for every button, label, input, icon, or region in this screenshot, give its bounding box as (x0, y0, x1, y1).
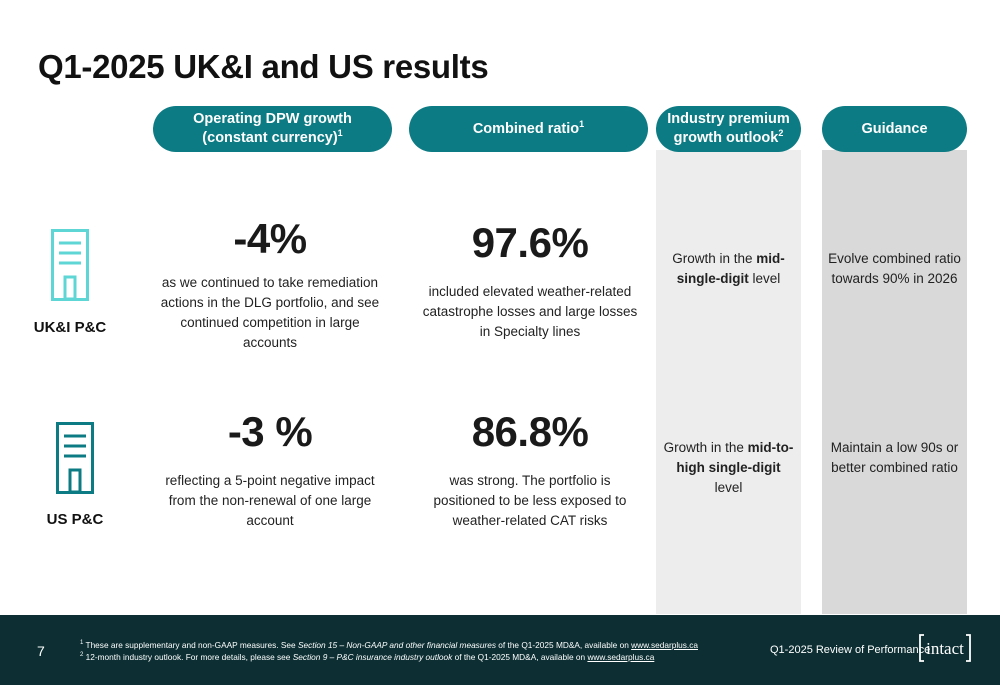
us-industry-outlook: Growth in the mid-to-high single-digit l… (662, 438, 795, 498)
footnote-1-italic: Section 15 – Non-GAAP and other financia… (297, 640, 496, 650)
uki-dpw-value: -4% (233, 215, 307, 262)
uki-industry-outlook: Growth in the mid-single-digit level (662, 249, 795, 289)
us-combined-ratio-value: 86.8% (471, 408, 589, 455)
us-ind-post: level (714, 480, 743, 495)
us-combined-ratio-description: was strong. The portfolio is positioned … (433, 473, 627, 528)
footnote-2-post: of the Q1-2025 MD&A, available on (452, 652, 588, 662)
us-dpw-value: -3 % (227, 408, 313, 455)
sedarplus-link[interactable]: www.sedarplus.ca (587, 652, 655, 662)
header-guidance: Guidance (822, 106, 967, 152)
header-ind-line2: growth outlook (673, 130, 779, 146)
header-dpw-line1: Operating DPW growth (193, 111, 352, 127)
header-guidance-label: Guidance (861, 120, 928, 137)
footnote-1: 1 These are supplementary and non-GAAP m… (80, 639, 698, 651)
header-dpw-footnote-mark: 1 (337, 128, 343, 139)
us-ind-pre: Growth in the (663, 440, 748, 455)
header-operating-dpw-growth: Operating DPW growth (constant currency)1 (153, 106, 392, 152)
intact-logo: intact (919, 634, 971, 662)
building-icon (51, 229, 89, 301)
industry-column-bg (656, 150, 801, 614)
footnote-2-mark: 2 (80, 652, 84, 659)
footnote-2-pre: 12-month industry outlook. For more deta… (83, 652, 293, 662)
header-cr-footnote-mark: 1 (579, 118, 585, 129)
footnote-1-mark: 1 (80, 640, 84, 647)
footer: 7 1 These are supplementary and non-GAAP… (0, 615, 1000, 685)
uki-combined-ratio-description: included elevated weather-related catast… (422, 284, 638, 339)
sedarplus-link[interactable]: www.sedarplus.ca (631, 640, 698, 650)
header-combined-ratio: Combined ratio1 (409, 106, 648, 152)
uki-guidance: Evolve combined ratio towards 90% in 202… (828, 251, 961, 286)
guidance-column-bg (822, 150, 967, 614)
uki-ind-pre: Growth in the (672, 251, 757, 266)
header-industry-premium: Industry premium growth outlook2 (656, 106, 801, 152)
intact-logo-text: intact (926, 639, 964, 658)
header-ind-footnote-mark: 2 (778, 128, 784, 139)
segment-label-us: US P&C (46, 511, 104, 528)
uki-ind-post: level (748, 271, 781, 286)
us-dpw-description: reflecting a 5-point negative impact fro… (165, 473, 375, 528)
us-ind-bold: mid-to-high single-digit (676, 440, 794, 475)
building-icon (56, 422, 94, 494)
uki-dpw-description: as we continued to take remediation acti… (160, 275, 380, 350)
footnote-2: 2 12-month industry outlook. For more de… (80, 651, 698, 663)
header-ind-line1: Industry premium (667, 111, 790, 127)
uki-ind-bold: mid-single-digit (676, 251, 785, 286)
uki-combined-ratio-value: 97.6% (471, 219, 589, 266)
header-cr-label: Combined ratio (472, 120, 580, 137)
footnote-2-italic: Section 9 – P&C insurance industry outlo… (292, 652, 453, 662)
footnotes: 1 These are supplementary and non-GAAP m… (80, 639, 698, 663)
footnote-1-pre: These are supplementary and non-GAAP mea… (83, 640, 298, 650)
header-dpw-line2: (constant currency) (202, 130, 338, 146)
page-title: Q1-2025 UK&I and US results (38, 48, 489, 85)
page-number: 7 (37, 643, 45, 659)
review-label: Q1-2025 Review of Performance (770, 644, 931, 656)
us-guidance: Maintain a low 90s or better combined ra… (830, 440, 959, 475)
footnote-1-post: of the Q1-2025 MD&A, available on (495, 640, 632, 650)
segment-label-uki: UK&I P&C (33, 319, 107, 336)
